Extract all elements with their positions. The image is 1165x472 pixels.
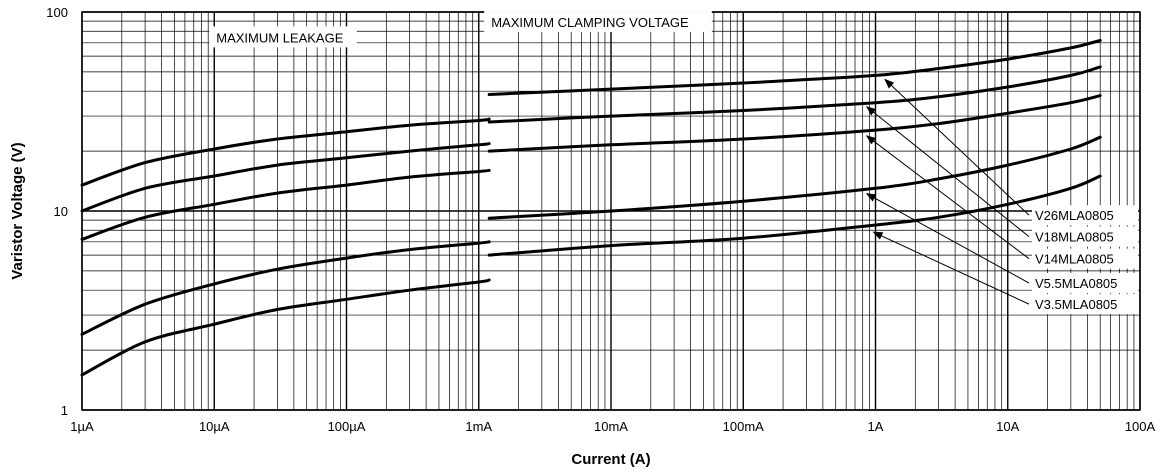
leakage-curve-V26MLA0805 xyxy=(80,117,491,187)
x-tick-label: 10mA xyxy=(594,419,628,434)
series-label-V14MLA0805: V14MLA0805 xyxy=(1035,252,1114,267)
x-tick-label: 1A xyxy=(868,419,884,434)
x-tick-label: 1mA xyxy=(465,419,492,434)
y-axis-title: Varistor Voltage (V) xyxy=(9,142,26,279)
clamping-curve-V14MLA0805 xyxy=(487,94,1102,153)
series-label-V5.5MLA0805: V5.5MLA0805 xyxy=(1035,276,1117,291)
x-tick-label: 100A xyxy=(1125,419,1156,434)
series-label-box xyxy=(1032,294,1138,315)
annotation-box xyxy=(209,26,357,48)
series-label-box xyxy=(1032,273,1138,294)
series-label-box xyxy=(1032,226,1138,247)
leader-line-V18MLA0805 xyxy=(865,106,1030,237)
series-label-layer: V26MLA0805 V18MLA0805 V14MLA0805 V5.5MLA080… xyxy=(865,78,1138,315)
tick-label-layer: 1µA 10µA 100µA 1mA 10mA 100mA 1A 10A 100A 1 10 100 xyxy=(46,5,1155,434)
x-tick-label: 100µA xyxy=(328,419,366,434)
series-label-box xyxy=(1032,205,1138,226)
y-tick-label: 1 xyxy=(61,403,68,418)
y-tick-label: 10 xyxy=(54,204,68,219)
leakage-curve-V3.5MLA0805 xyxy=(80,278,491,377)
leader-line-V3.5MLA0805 xyxy=(872,231,1030,305)
leader-line-V26MLA0805 xyxy=(884,78,1030,216)
annotation-label: MAXIMUM LEAKAGE xyxy=(216,30,343,45)
clamping-curve-V18MLA0805 xyxy=(487,65,1102,124)
series-label-V18MLA0805: V18MLA0805 xyxy=(1035,230,1114,245)
series-label-box xyxy=(1032,248,1138,269)
annotation-layer: MAXIMUM LEAKAGE MAXIMUM CLAMPING VOLTAGE xyxy=(209,11,712,48)
x-tick-label: 10µA xyxy=(199,419,230,434)
series-layer xyxy=(80,38,1102,377)
leakage-curve-V18MLA0805 xyxy=(80,142,491,213)
y-tick-label: 100 xyxy=(46,5,68,20)
x-axis-title: Current (A) xyxy=(571,451,650,468)
clamping-curve-V3.5MLA0805 xyxy=(487,174,1102,257)
leakage-curve-V14MLA0805 xyxy=(80,168,491,241)
clamping-curve-V5.5MLA0805 xyxy=(487,135,1102,220)
x-tick-label: 10A xyxy=(996,419,1019,434)
leader-line-V5.5MLA0805 xyxy=(865,193,1030,284)
leakage-curve-V5.5MLA0805 xyxy=(80,240,491,336)
leader-line-V14MLA0805 xyxy=(865,135,1030,260)
x-tick-label: 100mA xyxy=(723,419,765,434)
annotation-box xyxy=(484,11,712,33)
x-tick-label: 1µA xyxy=(70,419,94,434)
annotation-label: MAXIMUM CLAMPING VOLTAGE xyxy=(491,15,689,30)
series-label-V26MLA0805: V26MLA0805 xyxy=(1035,208,1114,223)
series-label-V3.5MLA0805: V3.5MLA0805 xyxy=(1035,297,1117,312)
clamping-curve-V26MLA0805 xyxy=(487,38,1102,96)
